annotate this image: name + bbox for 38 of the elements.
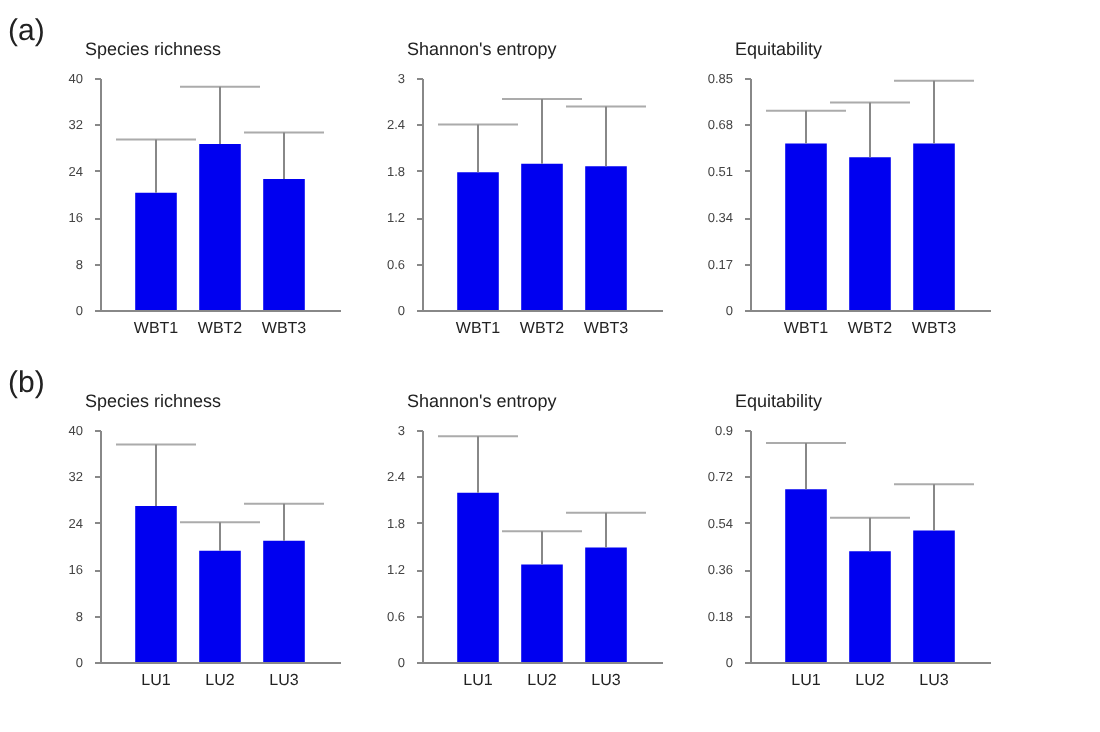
- bar: [199, 144, 241, 310]
- y-axis-title: Equitability: [735, 391, 824, 411]
- y-axis-title: Shannon's entropy: [407, 391, 558, 411]
- bar: [785, 489, 827, 662]
- y-axis-title: Species richness: [85, 39, 223, 59]
- text: (a): [8, 14, 45, 48]
- bar: [457, 492, 499, 662]
- bar: [263, 540, 305, 662]
- x-tick-label: WBT3: [911, 319, 958, 337]
- bar: [913, 530, 955, 662]
- bar: [199, 550, 241, 662]
- x-tick-label: LU1: [141, 671, 172, 689]
- y-axis-title: Species richness: [85, 391, 223, 411]
- x-tick-label: WBT2: [847, 319, 894, 337]
- bar: [521, 564, 563, 662]
- x-tick-label: WBT2: [519, 319, 566, 337]
- bar: [849, 551, 891, 662]
- x-tick-label: WBT3: [583, 319, 630, 337]
- x-tick-label: LU2: [855, 671, 886, 689]
- x-tick-label: WBT2: [197, 319, 244, 337]
- x-tick-label: WBT3: [261, 319, 308, 337]
- text: (b): [8, 366, 45, 400]
- x-tick-label: LU3: [269, 671, 300, 689]
- bar: [135, 192, 177, 310]
- x-tick-label: LU2: [527, 671, 558, 689]
- bar: [263, 178, 305, 310]
- x-tick-label: WBT1: [133, 319, 180, 337]
- x-tick-label: LU1: [791, 671, 822, 689]
- y-axis-title: Shannon's entropy: [407, 39, 558, 59]
- x-tick-label: LU1: [463, 671, 494, 689]
- bar: [585, 547, 627, 662]
- bar: [135, 505, 177, 662]
- x-tick-label: LU2: [205, 671, 236, 689]
- y-axis-title: Equitability: [735, 39, 824, 59]
- x-tick-label: LU3: [919, 671, 950, 689]
- x-tick-label: LU3: [591, 671, 622, 689]
- x-tick-label: WBT1: [783, 319, 830, 337]
- x-tick-label: WBT1: [455, 319, 502, 337]
